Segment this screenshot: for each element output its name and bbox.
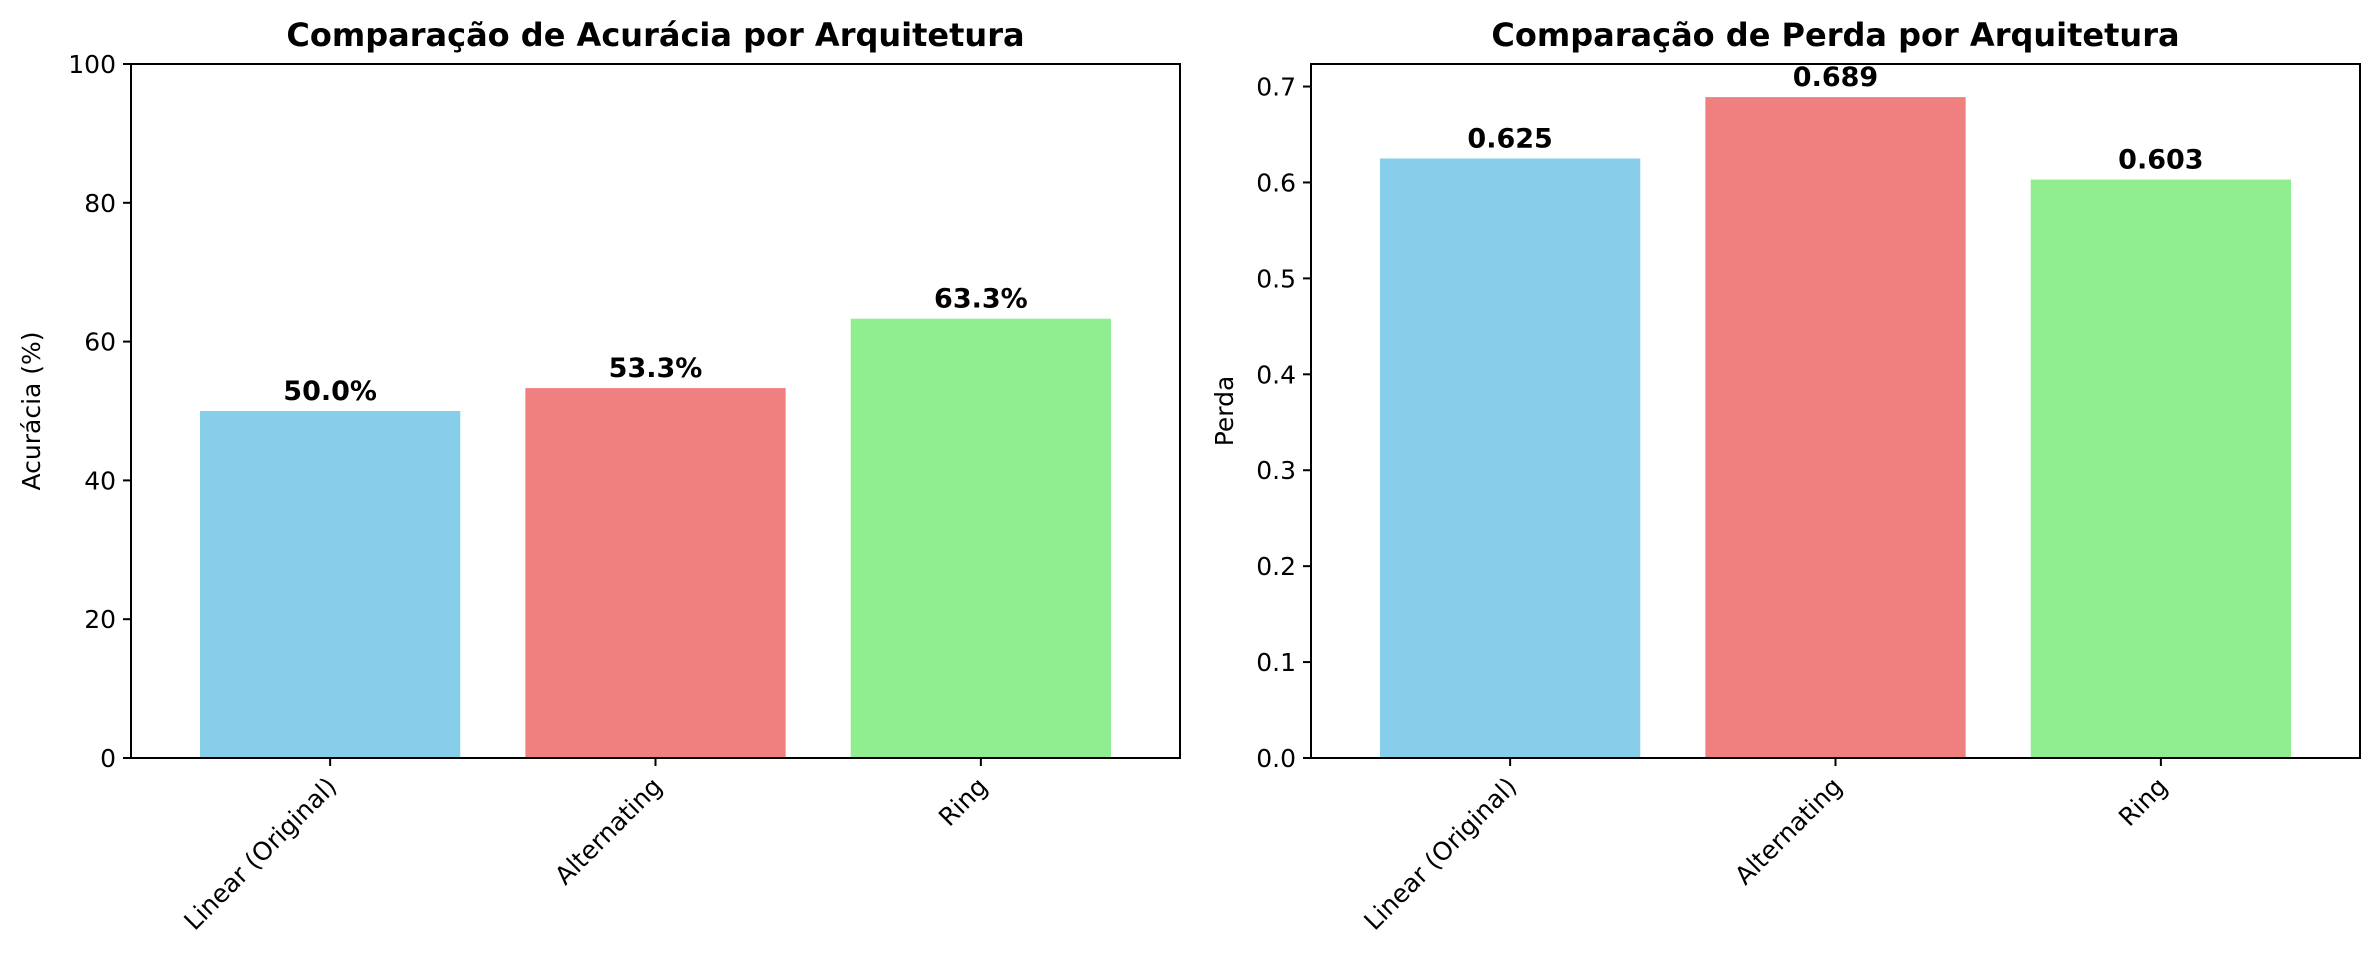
bar (1379, 158, 1641, 758)
x-tick-label: Alternating (1729, 772, 1848, 891)
y-tick-label: 60 (84, 328, 116, 357)
bar (1705, 97, 1966, 758)
bar (2030, 179, 2292, 758)
y-tick-label: 0.5 (1256, 264, 1296, 293)
y-tick-label: 80 (84, 189, 116, 218)
y-axis-label: Acurácia (%) (17, 331, 46, 490)
data-label: 53.3% (609, 353, 703, 384)
bar (199, 411, 461, 758)
data-label: 0.603 (2118, 145, 2203, 176)
y-tick-label: 0.2 (1256, 552, 1296, 581)
y-tick-label: 0.1 (1256, 648, 1296, 677)
y-tick-label: 0.0 (1256, 744, 1296, 773)
y-tick-label: 100 (68, 50, 116, 79)
bar (525, 388, 786, 758)
y-tick-label: 20 (84, 605, 116, 634)
y-tick-label: 0.6 (1256, 168, 1296, 197)
y-tick-label: 0.7 (1256, 73, 1296, 102)
x-tick-label: Ring (2113, 772, 2173, 832)
x-tick-label: Alternating (549, 772, 668, 891)
x-tick-label: Linear (Original) (1358, 772, 1522, 936)
x-tick-label: Linear (Original) (178, 772, 342, 936)
bar (850, 318, 1112, 758)
data-label: 0.689 (1793, 62, 1878, 93)
data-label: 0.625 (1467, 123, 1552, 154)
chart-2: Comparação de Perda por Arquitetura Perda… (1210, 16, 2361, 936)
y-tick-label: 0 (100, 744, 116, 773)
y-axis-label: Perda (1210, 376, 1239, 447)
chart-title: Comparação de Acurácia por Arquitetura (286, 16, 1024, 54)
data-label: 50.0% (283, 376, 377, 407)
chart-title: Comparação de Perda por Arquitetura (1491, 16, 2179, 54)
y-tick-label: 40 (84, 466, 116, 495)
y-tick-label: 0.3 (1256, 456, 1296, 485)
data-label: 63.3% (934, 284, 1028, 315)
y-tick-label: 0.4 (1256, 360, 1296, 389)
chart-1: Comparação de Acurácia por Arquitetura Ac… (17, 16, 1181, 936)
x-tick-label: Ring (933, 772, 993, 832)
